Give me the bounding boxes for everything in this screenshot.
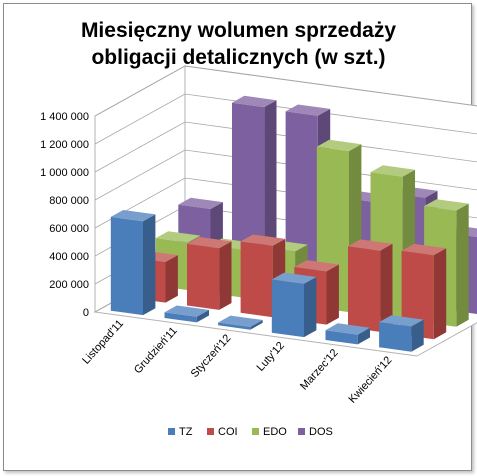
- bar-top: [348, 239, 393, 251]
- x-tick-label: Listopad'11: [80, 318, 126, 367]
- legend-label: DOS: [309, 426, 333, 438]
- chart-title-line-1: Miesięczny wolumen sprzedaży: [80, 19, 397, 42]
- bar: [271, 272, 317, 338]
- bar-top: [379, 315, 424, 327]
- bar: [110, 210, 156, 316]
- y-tick-label: 0: [83, 307, 89, 319]
- bar-front: [271, 279, 304, 338]
- bar-top: [325, 323, 370, 335]
- legend-entry: DOS: [298, 426, 333, 438]
- bar-front: [240, 241, 273, 318]
- bar: [325, 323, 370, 345]
- bar-side: [143, 214, 156, 316]
- bar-top: [178, 197, 223, 209]
- legend-swatch: [252, 428, 259, 435]
- bar-front: [110, 216, 143, 316]
- legend-entry: COI: [207, 426, 238, 438]
- y-tick-label: 600 000: [49, 223, 89, 235]
- x-tick-label: Marzec'12: [298, 347, 341, 392]
- bar-front: [187, 243, 220, 310]
- chart-bars: [110, 95, 477, 352]
- bar-top: [187, 237, 232, 249]
- y-tick-label: 400 000: [49, 251, 89, 263]
- legend-entry: TZ: [168, 426, 193, 438]
- bar-top: [164, 305, 209, 317]
- bar-front: [348, 246, 381, 332]
- bar-top: [370, 165, 415, 177]
- bar-front: [379, 322, 412, 352]
- legend-swatch: [168, 428, 175, 435]
- bar-side: [357, 327, 370, 345]
- gridline: [94, 65, 477, 117]
- x-tick-label: Luty'12: [255, 340, 287, 374]
- bar-top: [240, 234, 286, 246]
- bar-top: [271, 272, 317, 284]
- bar: [379, 315, 424, 352]
- y-tick-label: 1 200 000: [40, 139, 89, 151]
- bar: [348, 239, 393, 332]
- legend-swatch: [207, 428, 214, 435]
- bar-side: [456, 203, 469, 327]
- legend-entry: EDO: [252, 426, 287, 438]
- bar-side: [326, 264, 339, 325]
- y-tick-label: 1 400 000: [40, 111, 89, 123]
- chart-legend: TZ COI EDO DOS: [168, 426, 333, 438]
- gridline: [94, 93, 477, 145]
- bar: [187, 237, 232, 310]
- legend-swatch: [298, 428, 305, 435]
- bar-top: [285, 104, 331, 116]
- bar: [401, 243, 447, 340]
- bar-top: [155, 231, 201, 243]
- bar-side: [380, 243, 393, 332]
- x-tick-label: Kwiecień'12: [346, 354, 394, 405]
- bar-top: [232, 95, 277, 108]
- x-tick-label: Styczeń'12: [189, 332, 234, 380]
- legend-label: EDO: [263, 426, 287, 438]
- y-tick-label: 200 000: [49, 279, 89, 291]
- gridline: [94, 121, 477, 173]
- legend-label: COI: [218, 426, 238, 438]
- bar-top: [316, 139, 362, 152]
- bar-side: [165, 255, 178, 303]
- bar-side: [304, 277, 317, 338]
- chart-title-line-2: obligacji detalicznych (w szt.): [91, 46, 386, 69]
- bar-front: [218, 322, 251, 330]
- bar: [164, 305, 209, 323]
- bar-side: [219, 241, 232, 310]
- bar-side: [411, 319, 424, 352]
- bar-top: [110, 210, 156, 222]
- bar-top: [424, 199, 469, 211]
- bar-side: [250, 320, 263, 330]
- y-axis: 0 200 000 400 000 600 000 800 000 1 000 000 1 …: [40, 111, 89, 319]
- y-tick-label: 800 000: [49, 195, 89, 207]
- x-tick-label: Grudzień'11: [132, 325, 180, 376]
- bar: [218, 315, 263, 330]
- y-tick-label: 1 000 000: [40, 167, 89, 179]
- bar-top: [401, 243, 447, 256]
- bar-front: [325, 330, 358, 345]
- bar-side: [433, 248, 447, 340]
- bar-top: [218, 315, 263, 327]
- bar-front: [164, 312, 197, 323]
- bar-front: [401, 250, 434, 340]
- legend-label: TZ: [179, 426, 193, 438]
- bar-side: [196, 309, 209, 323]
- bar-top: [294, 260, 339, 272]
